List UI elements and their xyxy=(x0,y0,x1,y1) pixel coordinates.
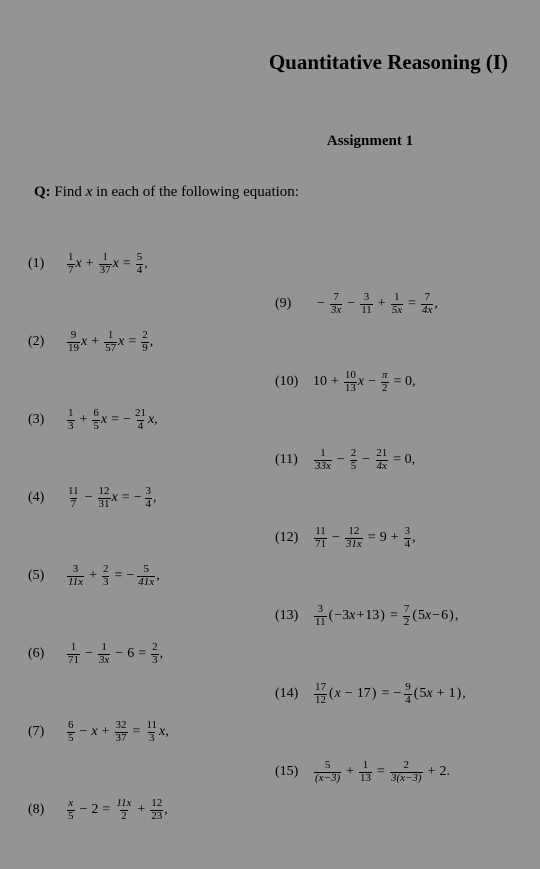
fraction: 13x xyxy=(98,642,110,666)
equation-item-1: (1) 17x + 137x = 54, xyxy=(28,225,265,303)
fraction: 157 xyxy=(104,330,117,354)
equation-item-12: (12) 1171 − 1231x = 9 + 34, xyxy=(275,499,512,577)
equation-item-5: (5) 311x + 23 = −541x, xyxy=(28,537,265,615)
item-number: (8) xyxy=(28,802,66,818)
fraction: π2 xyxy=(381,370,389,394)
fraction: 34 xyxy=(145,486,153,510)
equation-body: 5(x−3) + 113 = 23(x−3) + 2. xyxy=(313,760,450,784)
fraction: 133x xyxy=(314,448,332,472)
fraction: 1223 xyxy=(150,798,163,822)
fraction: 23(x−3) xyxy=(390,760,423,784)
fraction: 72 xyxy=(403,604,411,628)
fraction: 23 xyxy=(151,642,159,666)
equation-body: 65 − x + 3237 = 113x, xyxy=(66,720,169,744)
fraction: 23 xyxy=(102,564,110,588)
item-number: (9) xyxy=(275,296,313,312)
fraction: 1712 xyxy=(314,682,327,706)
assignment-subtitle: Assignment 1 xyxy=(228,133,512,150)
fraction: 214x xyxy=(375,448,388,472)
equation-body: 311(−3x+13) = 72(5x−6), xyxy=(313,604,458,628)
fraction: 13 xyxy=(67,408,75,432)
item-number: (10) xyxy=(275,374,313,390)
fraction: 137 xyxy=(99,252,112,276)
equation-body: 1171 − 1231x = 9 + 34, xyxy=(313,526,416,550)
equation-body: x5 − 2 = 11x2 + 1223, xyxy=(66,798,168,822)
question-prefix: Q: xyxy=(34,184,51,200)
equation-item-4: (4) 117 − 1231x = −34, xyxy=(28,459,265,537)
equation-item-2: (2) 919x + 157x = 29, xyxy=(28,303,265,381)
fraction: 171 xyxy=(67,642,80,666)
equation-item-7: (7) 65 − x + 3237 = 113x, xyxy=(28,693,265,771)
equation-item-9: (9) − 73x − 311 + 15x = 74x, xyxy=(275,265,512,343)
equation-item-10: (10) 10 + 1013x − π2 = 0, xyxy=(275,343,512,421)
equation-body: 919x + 157x = 29, xyxy=(66,330,153,354)
fraction: x5 xyxy=(67,798,75,822)
fraction: 34 xyxy=(404,526,412,550)
equation-item-14: (14) 1712(x−17) = −94(5x+1), xyxy=(275,655,512,733)
fraction: 15x xyxy=(391,292,403,316)
equation-body: 311x + 23 = −541x, xyxy=(66,564,160,588)
document-page: Quantitative Reasoning (I) Assignment 1 … xyxy=(0,0,540,869)
question-text-1: Find xyxy=(51,184,86,200)
fraction: 214 xyxy=(134,408,147,432)
fraction: 65 xyxy=(92,408,100,432)
equation-item-8: (8) x5 − 2 = 11x2 + 1223, xyxy=(28,771,265,849)
fraction: 17 xyxy=(67,252,75,276)
fraction: 73x xyxy=(330,292,342,316)
equation-body: 13 + 65x = −214x, xyxy=(66,408,158,432)
fraction: 919 xyxy=(67,330,80,354)
fraction: 11x2 xyxy=(115,798,132,822)
question-prompt: Q: Find x in each of the following equat… xyxy=(34,184,512,201)
fraction: 311x xyxy=(67,564,84,588)
page-title: Quantitative Reasoning (I) xyxy=(28,50,512,75)
fraction: 1231 xyxy=(98,486,111,510)
fraction: 311 xyxy=(314,604,327,628)
fraction: 113 xyxy=(359,760,372,784)
fraction: 113 xyxy=(145,720,158,744)
item-number: (14) xyxy=(275,686,313,702)
equation-body: 171 − 13x − 6 = 23, xyxy=(66,642,163,666)
equation-item-11: (11) 133x − 25 − 214x = 0, xyxy=(275,421,512,499)
item-number: (5) xyxy=(28,568,66,584)
fraction: 65 xyxy=(67,720,75,744)
item-number: (12) xyxy=(275,530,313,546)
fraction: 25 xyxy=(350,448,358,472)
equation-columns: (1) 17x + 137x = 54, (2) 919x + 157x = 2… xyxy=(28,225,512,849)
item-number: (13) xyxy=(275,608,313,624)
right-column: (9) − 73x − 311 + 15x = 74x, (10) 10 + 1 xyxy=(275,225,512,849)
fraction: 117 xyxy=(67,486,80,510)
fraction: 1171 xyxy=(314,526,327,550)
equation-item-13: (13) 311(−3x+13) = 72(5x−6), xyxy=(275,577,512,655)
equation-item-15: (15) 5(x−3) + 113 = 23(x−3) + 2. xyxy=(275,733,512,811)
fraction: 311 xyxy=(360,292,373,316)
equation-body: 117 − 1231x = −34, xyxy=(66,486,157,510)
equation-body: 1712(x−17) = −94(5x+1), xyxy=(313,682,466,706)
fraction: 74x xyxy=(421,292,433,316)
fraction: 29 xyxy=(141,330,149,354)
item-number: (7) xyxy=(28,724,66,740)
equation-item-3: (3) 13 + 65x = −214x, xyxy=(28,381,265,459)
fraction: 1231x xyxy=(345,526,363,550)
equation-body: 17x + 137x = 54, xyxy=(66,252,148,276)
equation-body: 133x − 25 − 214x = 0, xyxy=(313,448,419,472)
equation-body: − 73x − 311 + 15x = 74x, xyxy=(313,292,438,316)
item-number: (4) xyxy=(28,490,66,506)
equation-item-6: (6) 171 − 13x − 6 = 23, xyxy=(28,615,265,693)
item-number: (2) xyxy=(28,334,66,350)
item-number: (15) xyxy=(275,764,313,780)
fraction: 94 xyxy=(404,682,412,706)
left-column: (1) 17x + 137x = 54, (2) 919x + 157x = 2… xyxy=(28,225,265,849)
fraction: 1013 xyxy=(344,370,357,394)
question-text-2: in each of the following equation: xyxy=(92,184,299,200)
item-number: (1) xyxy=(28,256,66,272)
fraction: 3237 xyxy=(115,720,128,744)
item-number: (6) xyxy=(28,646,66,662)
fraction: 5(x−3) xyxy=(314,760,341,784)
equation-body: 10 + 1013x − π2 = 0, xyxy=(313,370,419,394)
fraction: 541x xyxy=(137,564,155,588)
item-number: (11) xyxy=(275,452,313,468)
fraction: 54 xyxy=(136,252,144,276)
item-number: (3) xyxy=(28,412,66,428)
